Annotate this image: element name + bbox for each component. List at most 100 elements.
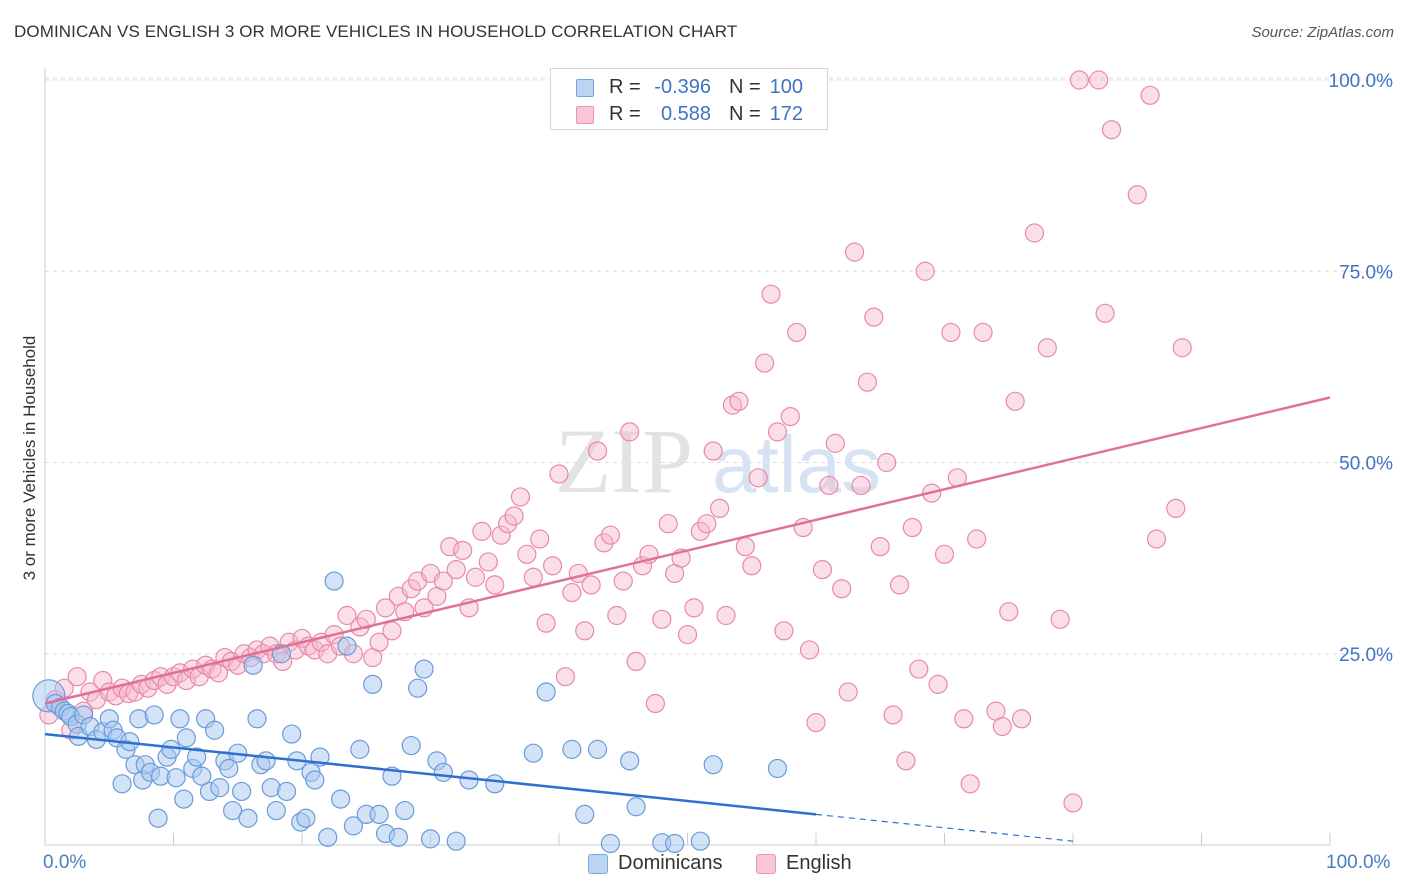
data-point-english	[915, 261, 935, 281]
data-point-english	[337, 605, 357, 626]
data-point-english	[928, 674, 948, 694]
data-point-english	[1095, 303, 1115, 323]
data-point-english	[555, 667, 576, 687]
data-point-dominicans	[148, 808, 168, 828]
data-point-dominicans	[388, 827, 408, 847]
data-point-english	[626, 651, 646, 672]
data-point-english	[1101, 120, 1122, 140]
data-point-english	[1050, 609, 1070, 629]
data-point-english	[523, 567, 543, 587]
data-point-english	[594, 533, 614, 553]
data-point-english	[832, 579, 852, 599]
data-point-dominicans	[296, 808, 316, 828]
series-label-dominicans: Dominicans	[618, 852, 723, 874]
legend-row-dominicans: R = -0.396 N = 100	[551, 73, 827, 101]
data-point-dominicans	[350, 739, 370, 759]
data-point-english	[697, 514, 717, 534]
data-point-dominicans	[276, 781, 297, 802]
data-point-english	[787, 322, 807, 343]
watermark-atlas: atlas	[712, 420, 881, 509]
legend-n-label: N =	[729, 76, 761, 98]
data-point-dominicans	[176, 728, 196, 748]
data-point-dominicans	[238, 808, 258, 828]
data-point-english	[607, 605, 627, 626]
data-point-english	[510, 487, 531, 507]
data-point-english	[652, 609, 672, 629]
data-point-dominicans	[767, 758, 788, 779]
data-point-english	[446, 559, 466, 580]
data-point-english	[851, 475, 871, 496]
data-point-dominicans	[318, 827, 338, 847]
data-point-english	[382, 621, 402, 641]
data-point-english	[896, 751, 916, 771]
y-tick-labels: 25.0% 50.0% 75.0% 100.0%	[1329, 71, 1394, 666]
data-point-dominicans	[282, 724, 302, 744]
data-point-dominicans	[305, 770, 325, 790]
y-tick-label: 100.0%	[1329, 71, 1394, 92]
data-point-english	[587, 441, 608, 461]
data-point-dominicans	[665, 833, 685, 854]
data-point-dominicans	[187, 747, 207, 767]
series-label-english: English	[786, 852, 852, 874]
data-point-english	[1140, 85, 1160, 105]
data-point-english	[960, 774, 980, 794]
data-point-english	[1037, 338, 1057, 358]
data-point-dominicans	[600, 833, 621, 854]
data-point-dominicans	[192, 766, 212, 786]
data-point-english	[857, 372, 878, 392]
data-point-english	[742, 556, 762, 576]
data-point-dominicans	[161, 739, 181, 759]
data-point-english	[889, 575, 910, 595]
data-point-english	[844, 242, 865, 262]
data-point-english	[369, 632, 389, 652]
data-point-dominicans	[485, 774, 505, 794]
data-point-english	[1089, 70, 1109, 90]
data-point-english	[1172, 338, 1192, 358]
data-point-dominicans	[414, 659, 434, 679]
data-point-dominicans	[401, 735, 421, 756]
data-point-english	[1069, 70, 1090, 90]
data-point-dominicans	[205, 720, 225, 740]
data-point-english	[305, 640, 325, 660]
data-point-dominicans	[536, 682, 556, 702]
legend-r-value: -0.396	[654, 76, 711, 98]
data-point-dominicans	[575, 804, 595, 825]
data-point-english	[176, 670, 196, 691]
data-point-dominicans	[587, 739, 608, 759]
data-point-dominicans	[395, 800, 415, 821]
data-point-english	[549, 464, 569, 484]
data-point-english	[478, 552, 498, 572]
data-point-dominicans	[337, 636, 357, 656]
data-point-dominicans	[626, 797, 646, 817]
data-point-english	[883, 705, 903, 725]
data-point-dominicans	[690, 831, 710, 851]
data-point-english	[472, 521, 492, 541]
x-tick-max: 100.0%	[1326, 852, 1391, 873]
data-point-english	[1127, 185, 1147, 205]
data-point-english	[562, 582, 582, 603]
data-point-dominicans	[408, 678, 428, 698]
data-point-dominicans	[166, 768, 186, 788]
data-point-english	[542, 556, 563, 576]
chart-title: DOMINICAN VS ENGLISH 3 OR MORE VEHICLES …	[14, 22, 738, 41]
data-point-english	[838, 682, 858, 702]
data-point-english	[774, 621, 794, 641]
legend-swatch-dominicans	[576, 79, 594, 97]
correlation-legend: R = -0.396 N = 100 R = 0.588 N = 172	[550, 68, 828, 130]
data-point-english	[613, 571, 633, 591]
data-point-english	[941, 322, 961, 343]
data-point-english	[498, 514, 518, 534]
data-point-english	[819, 475, 839, 496]
data-point-english	[754, 353, 775, 373]
data-point-dominicans	[446, 831, 466, 851]
data-point-english	[825, 433, 845, 453]
data-point-english	[536, 613, 556, 633]
data-point-english	[600, 525, 621, 545]
data-point-english	[1146, 529, 1167, 549]
y-tick-label: 75.0%	[1339, 262, 1393, 283]
series-swatch-english	[756, 854, 776, 874]
data-point-english	[735, 537, 755, 557]
data-point-dominicans	[232, 781, 252, 802]
data-point-dominicans	[562, 739, 582, 759]
